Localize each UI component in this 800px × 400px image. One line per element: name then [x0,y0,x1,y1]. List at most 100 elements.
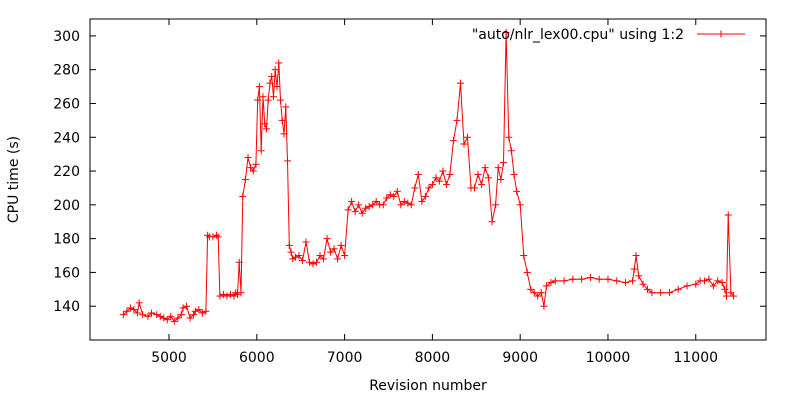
ticks [90,19,766,340]
data-point [241,176,249,183]
data-point [586,273,594,281]
data-point [453,116,461,124]
data-point [305,258,313,266]
x-axis-label: Revision number [369,378,487,394]
data-point [721,285,729,293]
data-point [534,292,542,300]
data-point [269,93,277,101]
data-point [718,279,726,287]
y-tick-label: 140 [53,299,80,315]
data-point [365,203,373,211]
data-point [635,272,643,280]
data-point [282,103,290,111]
data-point [327,248,335,256]
data-point [714,277,722,285]
series-markers [119,29,738,325]
data-point [560,277,568,285]
data-point [701,277,709,285]
data-point [407,201,415,209]
data-point [284,157,292,165]
data-point [268,72,276,80]
data-point [144,312,152,320]
data-point [362,204,370,212]
data-point [435,177,443,185]
y-tick-label: 240 [53,130,80,146]
tick-labels: 5000 6000 7000 8000 9000 10000 11000 140 160 180 2… [53,29,718,366]
data-point [446,170,454,178]
data-point [358,209,366,217]
data-point [337,241,345,249]
data-point [500,159,508,167]
data-point [724,211,732,219]
data-point [230,292,238,300]
data-point [239,192,247,200]
data-point [705,275,713,283]
data-point [202,307,210,315]
data-point [287,248,295,256]
data-point [264,96,272,104]
x-tick-label: 6000 [239,350,275,366]
data-point [156,312,164,320]
data-point [386,191,394,199]
data-point [223,292,231,300]
data-point [330,245,338,253]
x-tick-label: 7000 [327,350,363,366]
data-point [569,275,577,283]
legend: "auto/nlr_lex00.cpu" using 1:2 [472,27,745,43]
data-point [204,231,212,239]
data-point [249,167,257,175]
data-point [153,311,161,319]
data-point [126,304,134,312]
data-point [170,317,178,325]
data-point [177,311,185,319]
data-point [629,277,637,285]
data-point [214,233,222,241]
data-point [285,241,293,249]
x-tick-label: 10000 [586,350,631,366]
data-point [302,238,310,246]
data-point [513,187,521,195]
data-point [471,184,479,192]
data-point [474,170,482,178]
data-point [613,277,621,285]
data-point [123,307,131,315]
data-point [271,66,279,74]
data-point [195,306,203,314]
data-point [369,201,377,209]
data-point [174,314,182,322]
data-point [622,279,630,287]
data-point [147,309,155,317]
x-tick-label: 9000 [502,350,538,366]
data-point [212,231,220,239]
data-point [266,79,274,87]
data-point [254,96,262,104]
data-point [379,201,387,209]
data-point [674,285,682,293]
data-point [683,282,691,290]
data-point [233,290,241,298]
y-tick-label: 280 [53,63,80,79]
y-tick-label: 220 [53,164,80,180]
data-point [235,258,243,266]
data-point [547,279,555,287]
data-point [492,201,500,209]
data-point [261,120,269,128]
data-point [527,285,535,293]
data-point [400,197,408,205]
data-point [383,194,391,202]
data-point [179,304,187,312]
data-point [298,257,306,265]
data-point [432,174,440,182]
data-point [478,181,486,189]
data-point [320,255,328,263]
y-tick-label: 260 [53,96,80,112]
data-point [295,252,303,260]
data-point [497,176,505,183]
data-point [244,154,252,162]
data-point [397,201,405,209]
data-point [355,201,363,209]
data-point [648,289,656,297]
data-point [439,167,447,175]
data-point [411,184,419,192]
x-tick-label: 5000 [151,350,187,366]
